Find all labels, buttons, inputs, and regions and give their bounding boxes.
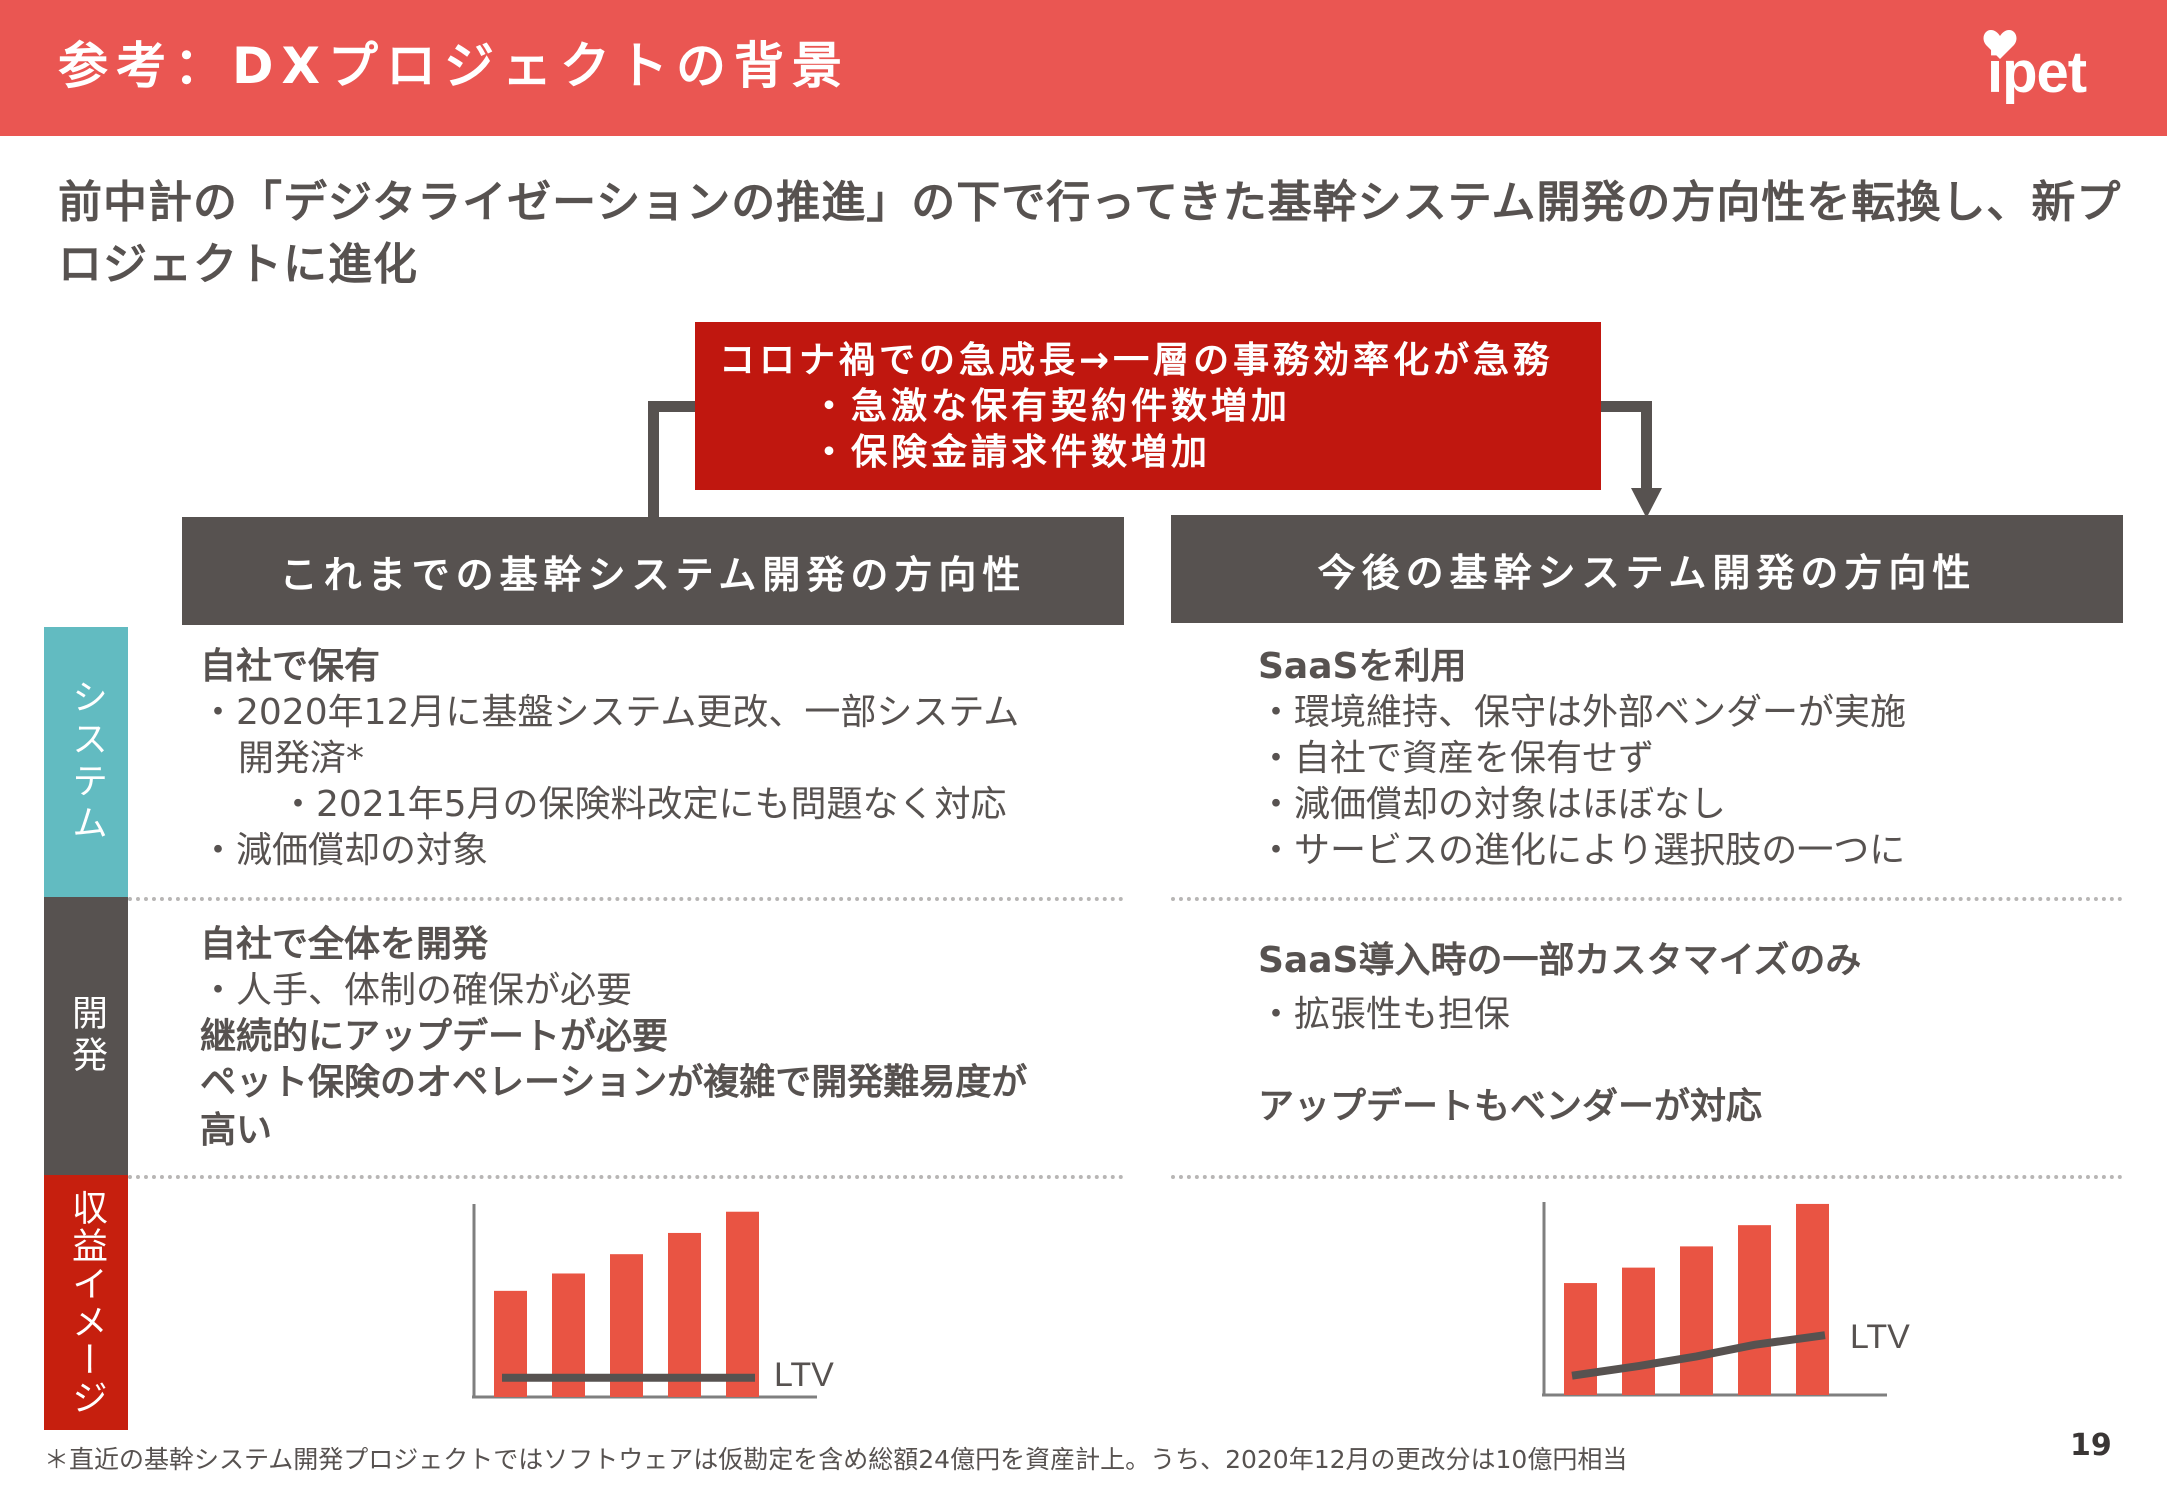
system-future-item: ・減価償却の対象はほぼなし bbox=[1258, 784, 1727, 825]
trigger-point: ・保険金請求件数増加 bbox=[811, 432, 1212, 473]
header-band bbox=[0, 0, 2167, 136]
lead-statement: 前中計の「デジタライゼーションの推進」の下で行ってきた基幹システム開発の方向性を… bbox=[58, 177, 2122, 290]
dev-future-title: SaaS導入時の一部カスタマイズのみ bbox=[1258, 940, 1862, 981]
arrow-down-icon bbox=[1631, 488, 1662, 518]
ipet-logo: ipet bbox=[1975, 28, 2105, 108]
column-header-future: 今後の基幹システム開発の方向性 bbox=[1171, 515, 2123, 623]
row-separator bbox=[128, 897, 1124, 901]
heart-icon bbox=[1983, 30, 2017, 59]
revenue-chart-future bbox=[1542, 1202, 1902, 1402]
system-past-title: 自社で保有 bbox=[200, 646, 381, 687]
ltv-label: LTV bbox=[1850, 1318, 1910, 1356]
dev-past-point: 継続的にアップデートが必要 bbox=[200, 1016, 669, 1057]
ltv-label: LTV bbox=[774, 1356, 834, 1394]
logo-text: ipet bbox=[1987, 40, 2087, 105]
revenue-bars bbox=[1564, 1203, 1829, 1395]
revenue-bar bbox=[668, 1232, 701, 1397]
connector-right-horizontal bbox=[1600, 401, 1652, 412]
dev-past-title: 自社で全体を開発 bbox=[200, 924, 489, 965]
system-future-title: SaaSを利用 bbox=[1258, 646, 1467, 687]
revenue-bar bbox=[1738, 1225, 1771, 1395]
row-label-system: システム bbox=[44, 627, 128, 897]
revenue-bar bbox=[726, 1211, 759, 1397]
revenue-bar bbox=[1680, 1246, 1713, 1395]
slide-title: 参考：DXプロジェクトの背景 bbox=[58, 37, 851, 95]
system-past-item: ・減価償却の対象 bbox=[200, 830, 489, 871]
system-past-item: ・2020年12月に基盤システム更改、一部システム bbox=[200, 692, 1020, 733]
system-future-item: ・自社で資産を保有せず bbox=[1258, 738, 1655, 779]
dev-past-point-cont: 高い bbox=[200, 1110, 273, 1151]
system-past-subitem: ・2021年5月の保険料改定にも問題なく対応 bbox=[280, 784, 1007, 825]
page-number: 19 bbox=[2070, 1428, 2112, 1463]
row-separator bbox=[1171, 897, 2123, 901]
dev-past-point: ペット保険のオペレーションが複雑で開発難易度が bbox=[200, 1062, 1028, 1103]
footnote: ＊直近の基幹システム開発プロジェクトではソフトウェアは仮勘定を含め総額24億円を… bbox=[44, 1445, 1628, 1474]
column-header-past: これまでの基幹システム開発の方向性 bbox=[182, 517, 1124, 625]
system-future-item: ・サービスの進化により選択肢の一つに bbox=[1258, 830, 1906, 871]
trigger-headline: コロナ禍での急成長→一層の事務効率化が急務 bbox=[719, 340, 1554, 381]
row-separator bbox=[128, 1175, 1124, 1179]
dev-past-item: ・人手、体制の確保が必要 bbox=[200, 970, 633, 1011]
revenue-bar bbox=[1796, 1203, 1829, 1395]
connector-left-horizontal bbox=[648, 401, 696, 412]
system-past-item-cont: 開発済* bbox=[238, 738, 365, 779]
revenue-bar bbox=[1622, 1267, 1655, 1395]
dev-future-item: ・拡張性も担保 bbox=[1258, 994, 1511, 1035]
row-label-revenue: 収益イメージ bbox=[44, 1175, 128, 1430]
row-label-development: 開発 bbox=[44, 897, 128, 1175]
revenue-bars bbox=[494, 1211, 759, 1397]
dev-future-point: アップデートもベンダーが対応 bbox=[1258, 1086, 1763, 1127]
connector-right-vertical bbox=[1641, 401, 1652, 493]
trigger-box: コロナ禍での急成長→一層の事務効率化が急務 ・急激な保有契約件数増加 ・保険金請… bbox=[695, 322, 1601, 490]
row-separator bbox=[1171, 1175, 2123, 1179]
revenue-bar bbox=[610, 1254, 643, 1397]
revenue-chart-past bbox=[472, 1204, 832, 1404]
ltv-line bbox=[1571, 1331, 1826, 1380]
trigger-point: ・急激な保有契約件数増加 bbox=[811, 386, 1292, 427]
connector-left-vertical bbox=[648, 401, 659, 519]
system-future-item: ・環境維持、保守は外部ベンダーが実施 bbox=[1258, 692, 1907, 733]
